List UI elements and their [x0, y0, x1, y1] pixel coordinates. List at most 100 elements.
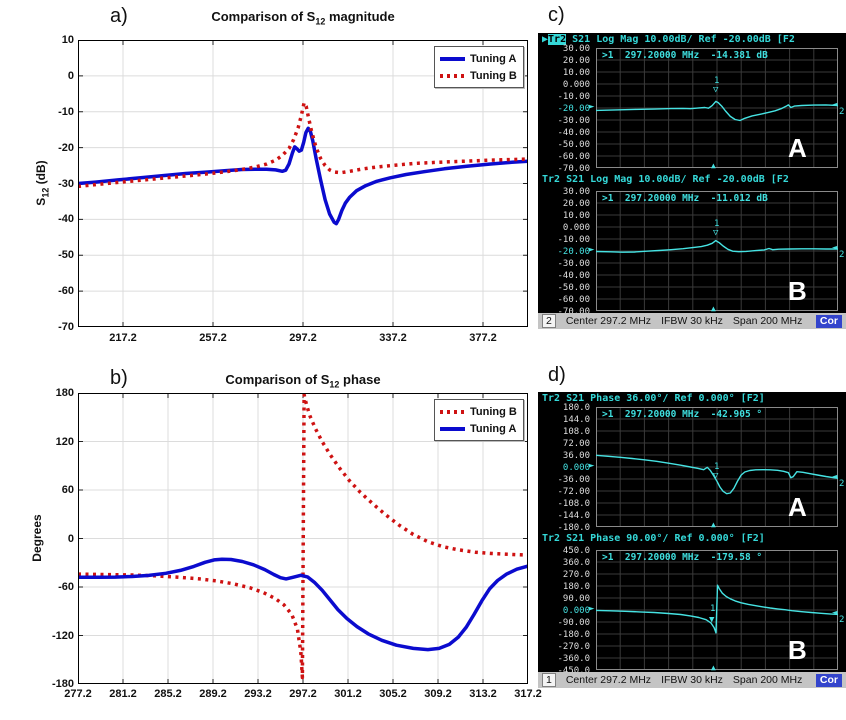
vna-y-tick-label: 180.0	[562, 403, 590, 413]
legend-item-tuning-b: Tuning B	[440, 67, 517, 84]
data-series-tuning-b	[78, 101, 528, 189]
marker-arrow-icon: ▽	[713, 471, 719, 481]
plot-border	[78, 40, 528, 327]
vna-trace	[596, 454, 838, 495]
tick-label: 285.2	[154, 688, 182, 700]
vna-y-tick-label: -40.00	[557, 128, 590, 138]
ref-level-arrow-icon: ►	[589, 604, 595, 614]
vna-b-letter: B	[788, 635, 807, 665]
tick-label: -20	[58, 141, 74, 154]
tick-label: 293.2	[244, 688, 272, 700]
vna-y-tick-label: 0.000	[562, 223, 590, 233]
header-text: Tr2 S21 Phase 90.00°/ Ref 0.000° [F2]	[542, 533, 765, 544]
data-series-tuning-b	[78, 393, 528, 680]
tick-label: 60	[61, 484, 74, 496]
tick-label: 289.2	[199, 688, 227, 700]
tick-label: 217.2	[109, 332, 137, 344]
vna-y-tick-label: -72.00	[557, 487, 590, 497]
vna-y-tick-label: 72.00	[562, 439, 590, 449]
legend-item-tuning-a: Tuning A	[440, 50, 517, 67]
vna-y-tick-label: -270.0	[557, 642, 590, 652]
vna-y-tick-label: 0.000	[562, 606, 590, 616]
vna-y-tick-label: -60.00	[557, 152, 590, 162]
trace-end-number: 2	[839, 107, 845, 117]
tick-label: -70	[58, 321, 74, 333]
data-series-tuning-a	[78, 126, 528, 226]
vna-y-tick-label: -180.0	[557, 630, 590, 640]
vna-b-grid	[596, 550, 838, 670]
tick-label: 120	[55, 435, 74, 448]
trace-end-number: 2	[839, 479, 845, 489]
vna-a-y-labels: 30.00 20.00 10.00 0.000 -10.00 -20.00 -30.00 -4…	[538, 44, 592, 174]
trace-end-arrow-icon: ◄	[832, 100, 838, 110]
vna-a-grid	[596, 48, 838, 168]
vna-y-tick-label: -40.00	[557, 271, 590, 281]
vna-y-tick-label: -36.00	[557, 475, 590, 485]
vna-a-grid	[596, 407, 838, 527]
title-text: Comparison of S	[211, 9, 316, 24]
vna-trace-header: Tr2 S21 Phase 36.00°/ Ref 0.000° [F2]	[542, 393, 765, 404]
vna-y-tick-label: 108.0	[562, 427, 590, 437]
phase-x-tick-labels: 277.2 281.2 285.2 289.2 293.2 297.2 301.2 305.2…	[64, 688, 542, 702]
ref-level-arrow-icon: ►	[589, 461, 595, 471]
vna-b-y-labels: 30.00 20.00 10.00 0.000 -10.00 -20.00 -30.00 -4…	[538, 187, 592, 317]
vna-y-tick-label: 36.00	[562, 451, 590, 461]
tick-label: 309.2	[424, 688, 452, 700]
tick-label: 313.2	[469, 688, 497, 700]
trace-end-arrow-icon: ◄	[832, 243, 838, 253]
vna-y-tick-label: -450.0	[557, 666, 590, 676]
vna-y-tick-label: -10.00	[557, 92, 590, 102]
tick-label: 281.2	[109, 688, 137, 700]
vna-y-tick-label: -90.00	[557, 618, 590, 628]
vna-y-tick-label: -20.00	[557, 247, 590, 257]
correction-badge: Cor	[815, 673, 842, 687]
legend-item-tuning-b: Tuning B	[440, 403, 517, 420]
vna-y-tick-label: 30.00	[562, 187, 590, 197]
channel-number: 1	[542, 673, 556, 687]
vna-y-tick-label: -60.00	[557, 295, 590, 305]
dotted-line-sample-icon	[440, 73, 465, 78]
vna-a-y-labels: 180.0 144.0 108.0 72.00 36.00 0.000 -36.00 -72.…	[538, 403, 592, 533]
dotted-line-sample-icon	[440, 409, 465, 414]
magnitude-y-tick-labels: 10 0 -10 -20 -30 -40 -50 -60 -70	[34, 34, 74, 333]
marker-number: 1	[714, 219, 720, 229]
phase-legend: Tuning B Tuning A	[434, 399, 524, 441]
header-text: Tr2 S21 Log Mag 10.00dB/ Ref -20.00dB [F…	[542, 174, 789, 185]
panel-b-label: b)	[110, 367, 128, 389]
vna-y-tick-label: 450.0	[562, 546, 590, 556]
vna-trace	[596, 100, 838, 122]
vna-y-tick-label: 20.00	[562, 56, 590, 66]
tick-label: 301.2	[334, 688, 362, 700]
tick-label: 0	[67, 532, 74, 545]
vna-trace-header: Tr2 S21 Log Mag 10.00dB/ Ref -20.00dB [F…	[542, 174, 789, 185]
ifbw-setting: IFBW 30 kHz	[661, 674, 723, 686]
vna-y-tick-label: 10.00	[562, 211, 590, 221]
magnitude-plot-title: Comparison of S12 magnitude	[78, 9, 528, 27]
legend-label: Tuning A	[470, 52, 517, 65]
vna-grid-border	[596, 48, 838, 168]
trace-end-arrow-icon: ◄	[832, 472, 838, 482]
marker-number: 1	[714, 76, 720, 86]
phase-plot-title: Comparison of S12 phase	[78, 372, 528, 390]
vna-y-tick-label: -30.00	[557, 259, 590, 269]
vna-status-bar: 1 Center 297.2 MHz IFBW 30 kHz Span 200 …	[538, 672, 846, 688]
tick-label: 10	[61, 34, 74, 46]
legend-label: Tuning B	[470, 69, 517, 82]
legend-label: Tuning A	[470, 422, 517, 435]
vna-a-marker-readout: >1 297.20000 MHz -42.905 °	[602, 409, 763, 420]
center-freq-marker-icon: ▲	[711, 663, 716, 672]
vna-y-tick-label: -50.00	[557, 140, 590, 150]
panel-d-label: d)	[548, 364, 566, 386]
vna-y-tick-label: 360.0	[562, 558, 590, 568]
vna-y-tick-label: -70.00	[557, 164, 590, 174]
ref-level-arrow-icon: ►	[589, 245, 595, 255]
vna-y-tick-label: 10.00	[562, 68, 590, 78]
vna-y-tick-label: 90.00	[562, 594, 590, 604]
vna-b-marker-readout: >1 297.20000 MHz -11.012 dB	[602, 193, 768, 204]
vna-b-letter: B	[788, 276, 807, 306]
tick-label: 337.2	[379, 332, 407, 344]
title-subscript: 12	[315, 16, 326, 27]
marker-arrow-icon: ▽	[713, 228, 719, 238]
vna-y-tick-label: -10.00	[557, 235, 590, 245]
